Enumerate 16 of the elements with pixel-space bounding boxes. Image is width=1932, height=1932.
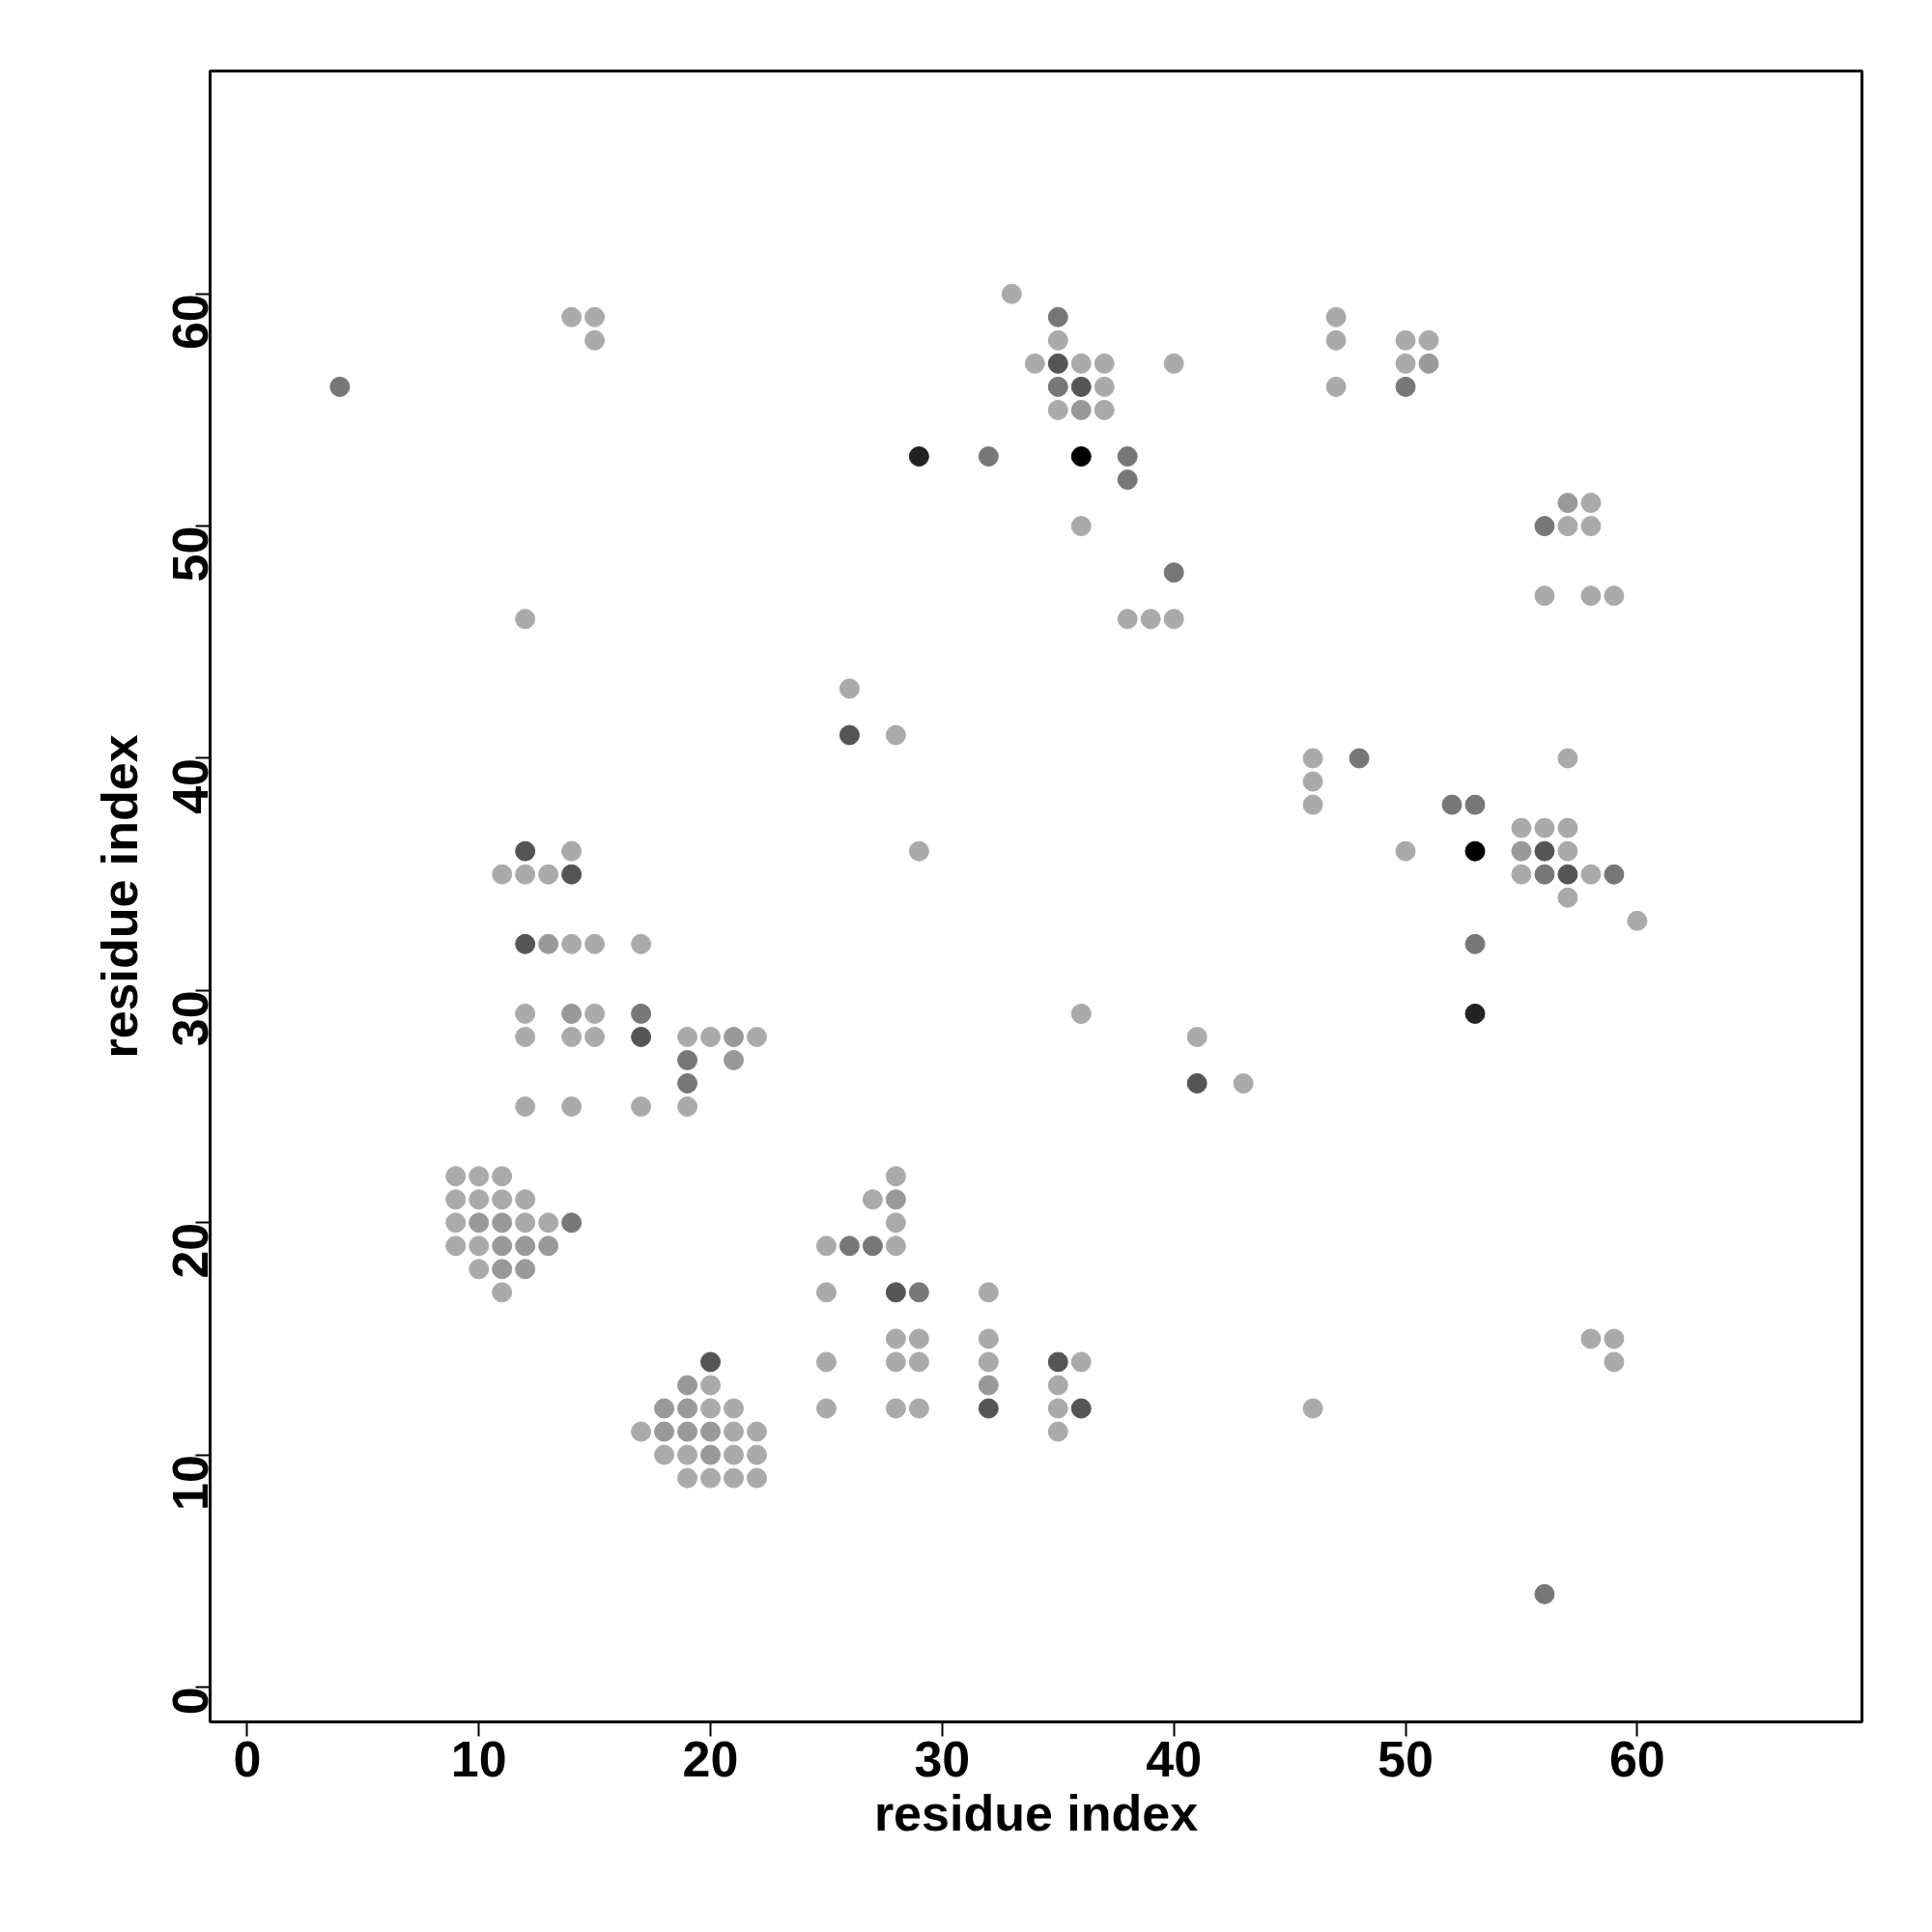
x-tick-label: 30 <box>914 1730 971 1787</box>
x-tick-label: 0 <box>233 1730 262 1787</box>
x-tick-label: 20 <box>682 1730 739 1787</box>
x-axis-title: residue index <box>873 1784 1199 1841</box>
y-tick-label: 20 <box>162 1222 219 1279</box>
x-tick-label: 50 <box>1378 1730 1434 1787</box>
y-tick-label: 30 <box>162 990 219 1047</box>
y-tick-label: 0 <box>162 1687 219 1716</box>
y-axis-title: residue index <box>91 734 148 1059</box>
y-tick-label: 10 <box>162 1455 219 1511</box>
y-tick-label: 50 <box>162 526 219 582</box>
x-tick-label: 60 <box>1608 1730 1665 1787</box>
x-tick-label: 40 <box>1146 1730 1203 1787</box>
y-tick-label: 60 <box>162 294 219 351</box>
x-tick-label: 10 <box>450 1730 507 1787</box>
y-tick-label: 40 <box>162 757 219 814</box>
